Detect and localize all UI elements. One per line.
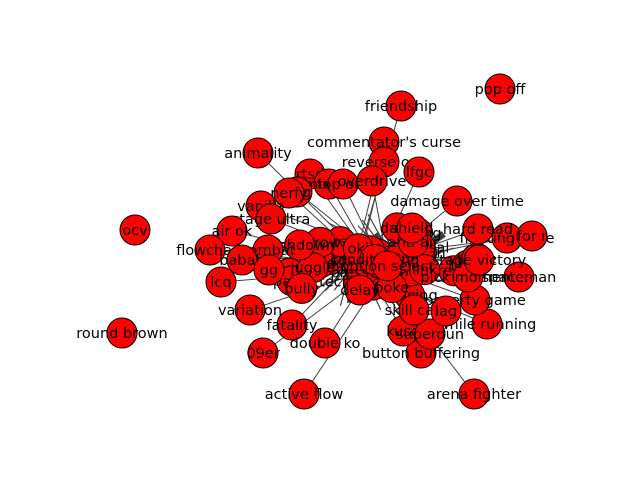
node-label: lag [435,304,457,320]
node-label: double ko [290,336,361,352]
node-label: bully [284,281,319,297]
outer-node: round brown [76,318,167,348]
node-label: active flow [265,387,344,403]
node-label: superdun [396,327,464,343]
outer-node: active flow [265,379,344,409]
node-label: arena fighter [427,387,521,403]
node-label: ocv [122,223,148,239]
node-label: gg [260,263,278,279]
node-label: variation [218,303,282,319]
node-label: 09er [246,346,279,362]
outer-node: lag [431,296,461,326]
outer-node: friendship [365,91,437,121]
node-label: pick moment [420,270,515,286]
outer-node: animality [224,138,292,168]
node-label: animality [224,146,292,162]
outer-node: ocv [120,215,150,245]
node-label: lcq [210,275,231,291]
node-label: overdrive [338,174,407,190]
outer-node: for r [517,221,548,251]
node-label: delay [340,283,380,299]
node-label: damage over time [390,194,524,210]
outer-node: damage over time [390,186,524,216]
node-label: stage victory [432,253,527,269]
node-label: shield [391,221,434,237]
node-label: fatality [267,318,318,334]
node-label: hard read [443,222,513,238]
node-label: button buffering [362,346,480,362]
outer-node: lfgc [404,157,434,187]
outer-node: lcq [206,267,236,297]
node-label: lfgc [406,165,432,181]
node-label: pop off [475,82,527,98]
outer-node: gg [254,255,284,285]
outer-node: 09er [246,338,279,368]
outer-node: arena fighter [427,379,521,409]
node-label: for r [517,229,548,245]
outer-node: pop off [475,74,527,104]
node-label: friendship [365,99,437,115]
node-label: round brown [76,326,167,342]
graph-nodes: frame trapfootsiesmixupneutralcross uppu… [76,74,556,409]
